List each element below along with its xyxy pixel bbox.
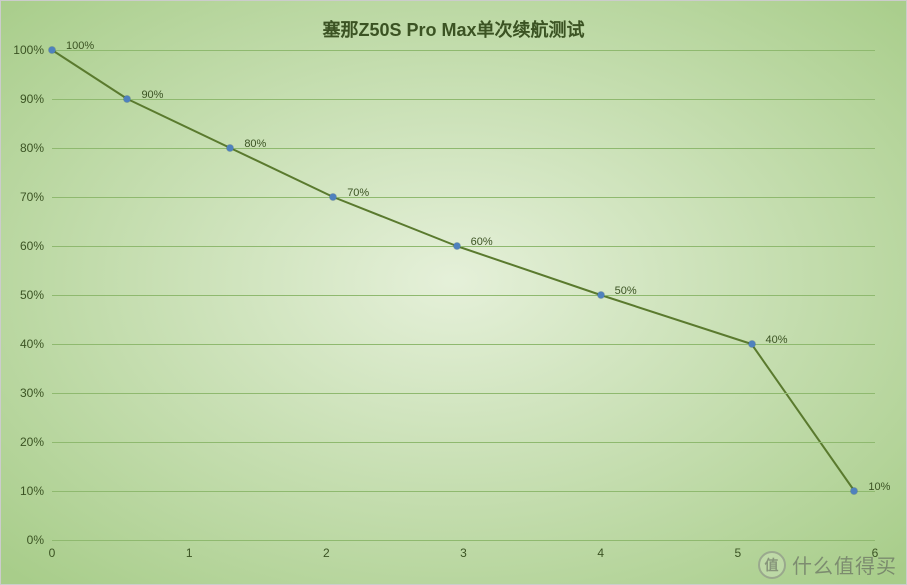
y-tick-label: 60% bbox=[20, 239, 52, 253]
y-tick-label: 100% bbox=[13, 43, 52, 57]
data-point bbox=[227, 145, 234, 152]
data-point bbox=[748, 341, 755, 348]
data-label: 60% bbox=[471, 236, 493, 248]
data-point bbox=[49, 47, 56, 54]
data-point bbox=[851, 488, 858, 495]
x-tick-label: 0 bbox=[49, 540, 56, 560]
y-tick-label: 30% bbox=[20, 386, 52, 400]
data-label: 40% bbox=[766, 334, 788, 346]
data-label: 90% bbox=[141, 89, 163, 101]
data-point bbox=[330, 194, 337, 201]
watermark-badge-icon: 值 bbox=[758, 551, 786, 579]
plot-area: 0%10%20%30%40%50%60%70%80%90%100%0123456… bbox=[52, 50, 875, 540]
data-label: 70% bbox=[347, 187, 369, 199]
data-point bbox=[124, 96, 131, 103]
data-label: 10% bbox=[868, 481, 890, 493]
gridline bbox=[52, 393, 875, 394]
x-tick-label: 3 bbox=[460, 540, 467, 560]
gridline bbox=[52, 197, 875, 198]
gridline bbox=[52, 295, 875, 296]
data-point bbox=[597, 292, 604, 299]
y-tick-label: 80% bbox=[20, 141, 52, 155]
data-label: 50% bbox=[615, 285, 637, 297]
watermark: 值 什么值得买 bbox=[758, 550, 897, 579]
x-tick-label: 4 bbox=[597, 540, 604, 560]
y-tick-label: 10% bbox=[20, 484, 52, 498]
gridline bbox=[52, 50, 875, 51]
data-label: 80% bbox=[244, 138, 266, 150]
gridline bbox=[52, 442, 875, 443]
gridline bbox=[52, 99, 875, 100]
y-tick-label: 50% bbox=[20, 288, 52, 302]
gridline bbox=[52, 148, 875, 149]
gridline bbox=[52, 491, 875, 492]
data-point bbox=[453, 243, 460, 250]
y-tick-label: 70% bbox=[20, 190, 52, 204]
gridline bbox=[52, 246, 875, 247]
y-tick-label: 90% bbox=[20, 92, 52, 106]
y-tick-label: 20% bbox=[20, 435, 52, 449]
x-tick-label: 1 bbox=[186, 540, 193, 560]
x-tick-label: 2 bbox=[323, 540, 330, 560]
watermark-text: 什么值得买 bbox=[792, 550, 897, 579]
x-tick-label: 5 bbox=[734, 540, 741, 560]
chart-title: 塞那Z50S Pro Max单次续航测试 bbox=[0, 16, 907, 42]
y-tick-label: 40% bbox=[20, 337, 52, 351]
data-label: 100% bbox=[66, 40, 94, 52]
